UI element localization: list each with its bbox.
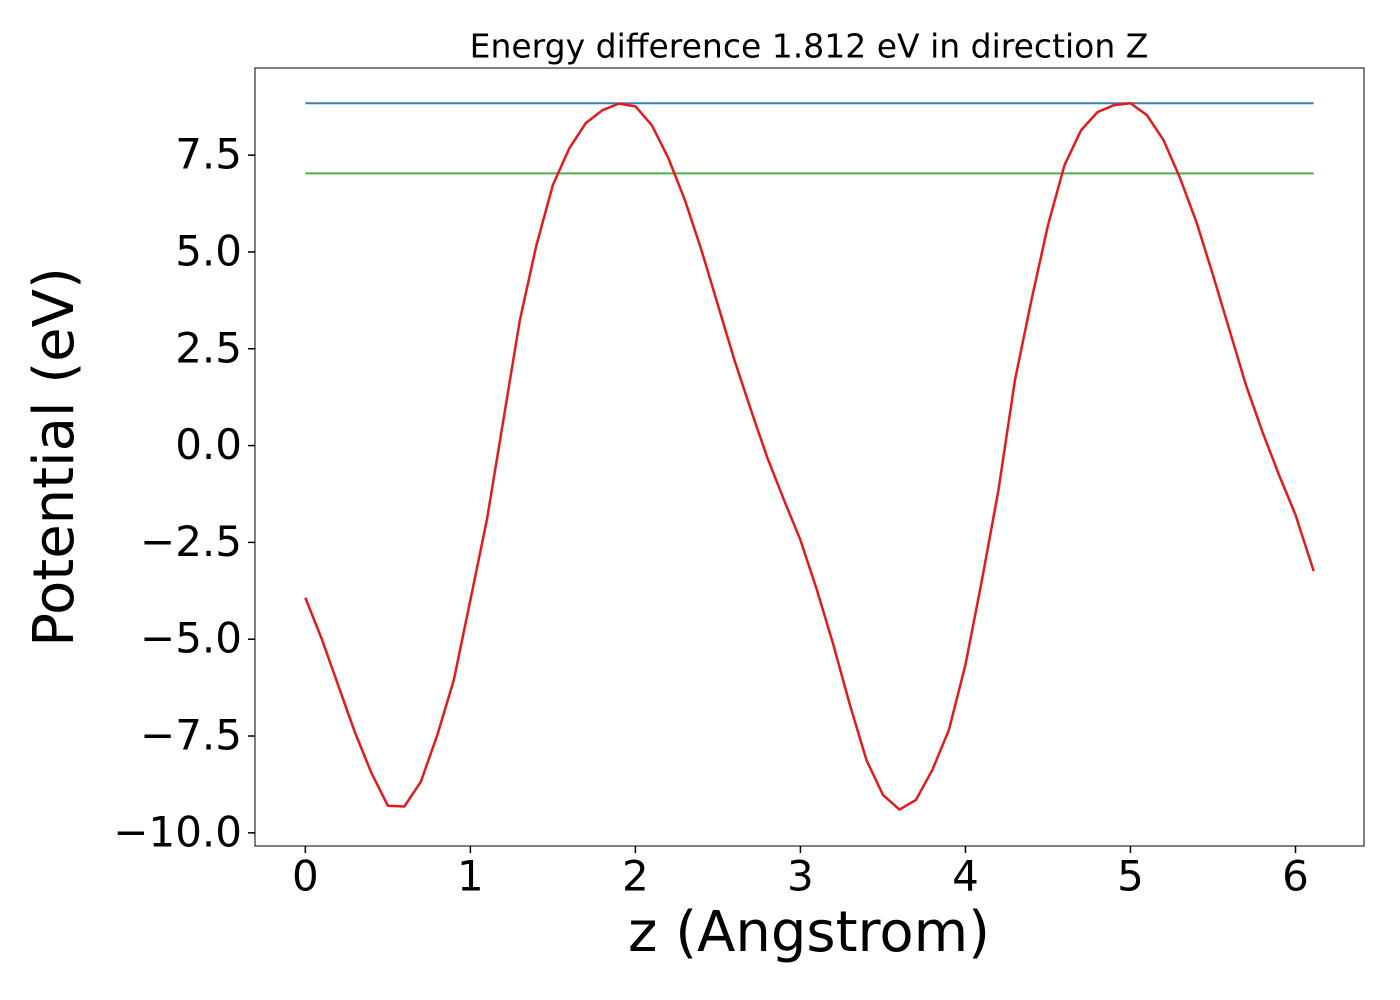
x-tick-label: 2 xyxy=(622,852,649,901)
y-tick-label: −10.0 xyxy=(113,807,242,856)
y-tick-label: 7.5 xyxy=(175,130,242,179)
chart-title: Energy difference 1.812 eV in direction … xyxy=(470,27,1149,66)
plot-frame xyxy=(254,67,1365,847)
x-axis-label: z (Angstrom) xyxy=(628,900,990,965)
data-line xyxy=(304,101,1315,811)
y-axis-label: Potential (eV) xyxy=(22,267,87,647)
x-tick-label: 3 xyxy=(787,852,814,901)
y-tick-label: 2.5 xyxy=(175,323,242,372)
y-tick-label: 0.0 xyxy=(175,420,242,469)
x-tick-label: 6 xyxy=(1282,852,1309,901)
y-tick-label: −5.0 xyxy=(140,614,242,663)
x-tick-label: 4 xyxy=(952,852,979,901)
y-tick-label: −7.5 xyxy=(140,711,242,760)
x-tick-label: 1 xyxy=(457,852,484,901)
x-tick-label: 0 xyxy=(292,852,319,901)
y-tick-label: −2.5 xyxy=(140,517,242,566)
x-tick-label: 5 xyxy=(1117,852,1144,901)
y-tick-label: 5.0 xyxy=(175,226,242,275)
